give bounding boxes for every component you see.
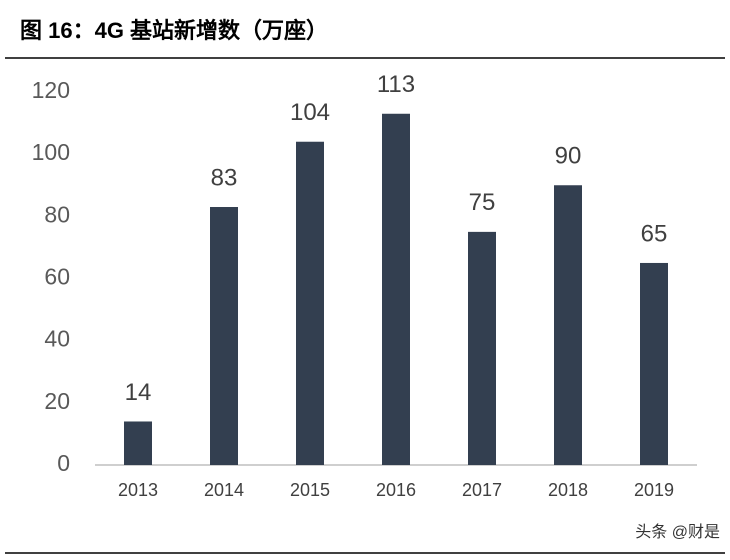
bar — [296, 141, 324, 465]
y-tick-label: 0 — [57, 450, 70, 476]
x-tick-label: 2015 — [290, 480, 330, 500]
x-tick-label: 2018 — [548, 480, 588, 500]
bar — [554, 185, 582, 465]
y-tick-label: 120 — [32, 77, 70, 103]
bar — [124, 421, 152, 465]
y-tick-label: 20 — [44, 388, 70, 414]
y-tick-label: 40 — [44, 326, 70, 352]
x-tick-label: 2016 — [376, 480, 416, 500]
x-tick-label: 2014 — [204, 480, 244, 500]
value-label: 83 — [211, 164, 238, 191]
bar — [382, 113, 410, 465]
x-tick-label: 2019 — [634, 480, 674, 500]
value-label: 14 — [125, 379, 152, 406]
chart-title: 图 16：4G 基站新增数（万座） — [20, 18, 328, 43]
y-tick-label: 80 — [44, 201, 70, 227]
y-tick-label: 100 — [32, 139, 70, 165]
value-label: 113 — [377, 71, 415, 98]
value-label: 104 — [290, 99, 330, 126]
value-label: 65 — [641, 220, 668, 247]
y-tick-label: 60 — [44, 264, 70, 290]
value-label: 75 — [469, 189, 496, 216]
watermark: 头条 @财是 — [635, 523, 720, 541]
bar — [210, 207, 238, 465]
x-tick-label: 2017 — [462, 480, 502, 500]
bar — [640, 262, 668, 465]
x-tick-label: 2013 — [118, 480, 158, 500]
bar — [468, 231, 496, 465]
value-label: 90 — [555, 143, 582, 170]
